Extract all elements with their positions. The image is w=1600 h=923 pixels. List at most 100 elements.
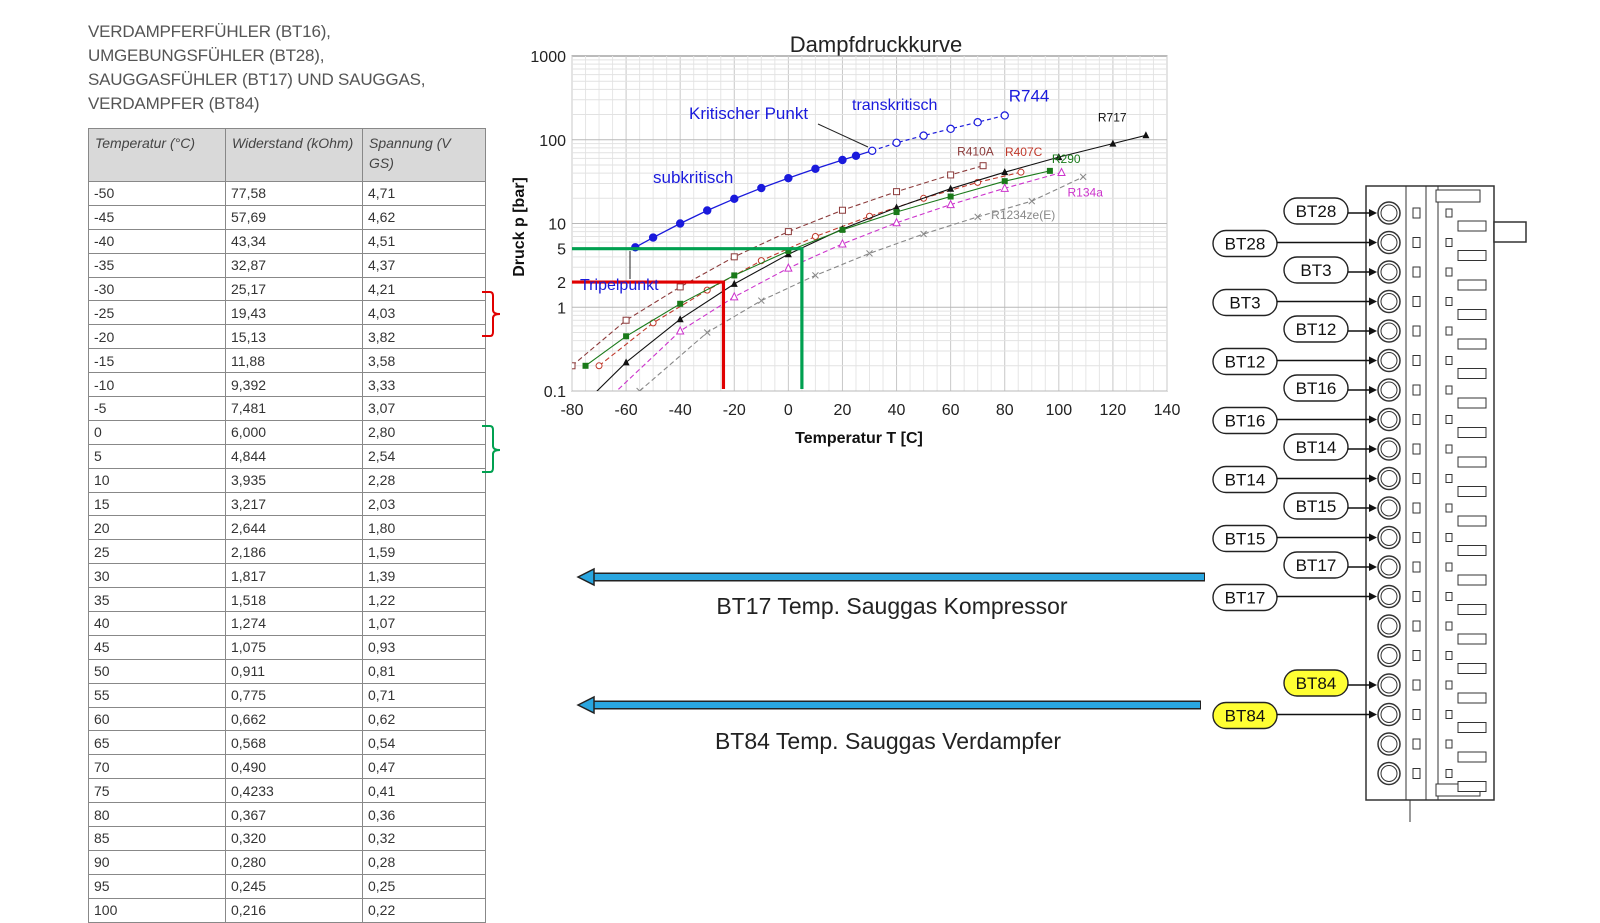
temperature-cell: 45 — [88, 634, 226, 660]
temperature-cell: -40 — [88, 228, 226, 254]
connector-arrow-head — [1369, 327, 1377, 335]
resistance-cell: 57,69 — [225, 204, 363, 230]
data-point — [868, 146, 877, 156]
connector-label-bt28: BT28 — [1283, 197, 1349, 225]
annotation-kritischer-punkt: Kritischer Punkt — [689, 104, 808, 123]
voltage-cell: 1,22 — [362, 587, 486, 613]
connector-label-bt84: BT84 — [1283, 669, 1349, 697]
x-tick-label: 20 — [834, 402, 852, 419]
data-point — [622, 316, 630, 324]
resistance-cell: 1,817 — [225, 563, 363, 589]
temperature-cell: 25 — [88, 539, 226, 565]
terminal-pin — [1457, 722, 1487, 733]
terminal-hole-inner — [1380, 647, 1398, 664]
table-row: 10 3,935 2,28 — [88, 467, 486, 493]
data-point — [595, 362, 603, 370]
terminal-circles — [1377, 201, 1487, 792]
voltage-cell: 0,22 — [362, 897, 486, 923]
terminal-slot — [1445, 208, 1453, 218]
terminal-slot — [1412, 443, 1421, 455]
data-point — [946, 124, 955, 134]
y-tick-label: 100 — [539, 133, 566, 150]
resistance-cell: 0,4233 — [225, 778, 363, 804]
connector-arrow-head — [1369, 386, 1377, 394]
reference-line — [572, 247, 804, 389]
temperature-cell: 40 — [88, 611, 226, 636]
connector-label-bt16: BT16 — [1283, 374, 1349, 402]
terminal-pin — [1457, 574, 1487, 586]
table-row: 70 0,490 0,47 — [88, 754, 486, 780]
temperature-cell: -20 — [88, 324, 226, 350]
connector-arrow-head — [1369, 445, 1377, 453]
terminal-hole-inner — [1380, 765, 1398, 782]
connector-arrow-head — [1369, 415, 1377, 424]
arrow-bt84 — [576, 695, 1201, 715]
voltage-cell: 4,03 — [362, 300, 486, 326]
table-row: 30 1,817 1,39 — [88, 563, 486, 589]
x-tick-label: -20 — [723, 402, 746, 419]
terminal-slot — [1445, 415, 1453, 424]
terminal-hole-inner — [1380, 234, 1398, 251]
terminal-pin — [1457, 545, 1487, 556]
terminal-pin — [1457, 692, 1487, 704]
terminal-slot — [1445, 356, 1453, 365]
data-point — [947, 171, 955, 179]
data-point — [1000, 183, 1010, 192]
resistance-cell: 2,644 — [225, 515, 363, 541]
terminal-pin — [1457, 604, 1487, 615]
y-tick-label: 2 — [557, 275, 566, 292]
temperature-cell: 50 — [88, 658, 226, 684]
table-row: 25 2,186 1,59 — [88, 539, 486, 565]
data-point — [623, 333, 630, 340]
x-tick-label: 40 — [888, 402, 906, 419]
label-text: BT16 — [1225, 412, 1266, 431]
terminal-slot — [1445, 710, 1453, 719]
series-label: R290 — [1052, 152, 1081, 166]
table-row: 40 1,274 1,07 — [88, 611, 486, 636]
terminal-hole-inner — [1380, 322, 1398, 340]
annotation-transkritisch: transkritisch — [852, 97, 937, 114]
resistance-cell: 2,186 — [225, 539, 363, 565]
resistance-cell: 3,935 — [225, 467, 363, 493]
voltage-cell: 4,62 — [362, 204, 486, 230]
resistance-cell: 3,217 — [225, 491, 363, 517]
terminal-pin — [1457, 427, 1487, 438]
series-r134a — [615, 167, 1066, 391]
resistance-cell: 77,58 — [225, 181, 363, 206]
data-point — [730, 279, 738, 287]
voltage-cell: 1,07 — [362, 611, 486, 636]
terminal-pin — [1457, 397, 1487, 409]
diagram-canvas: Dampfdruckkurve -80 -60 -40 -20 0 20 40 60 80 100… — [482, 32, 1527, 822]
label-text: BT17 — [1225, 589, 1266, 608]
x-tick-label: 0 — [784, 402, 793, 419]
connector-tab — [1493, 221, 1527, 243]
terminal-pin — [1457, 368, 1487, 379]
terminal-slot — [1445, 238, 1453, 247]
table-body: -50 77,58 4,71 -45 57,69 4,62 -40 43,34 4,51 -35 3… — [88, 181, 486, 923]
x-tick-label: 100 — [1045, 402, 1072, 419]
connector-arrow-head — [1369, 710, 1377, 719]
table-row: 80 0,367 0,36 — [88, 802, 486, 828]
terminal-slot — [1412, 325, 1421, 337]
terminal-pin — [1457, 751, 1487, 763]
data-point — [892, 138, 901, 147]
voltage-cell: 4,71 — [362, 181, 486, 206]
connector-arrow-head — [1369, 297, 1377, 306]
terminal-slot — [1445, 444, 1453, 454]
series-r290 — [582, 167, 1053, 369]
temperature-cell: 85 — [88, 826, 226, 851]
data-point — [838, 206, 846, 214]
resistance-cell: 0,280 — [225, 849, 363, 875]
terminal-hole-inner — [1380, 263, 1398, 281]
resistance-cell: 4,844 — [225, 443, 363, 469]
voltage-cell: 0,62 — [362, 706, 486, 732]
series-line — [585, 170, 1051, 367]
terminal-slot — [1445, 739, 1453, 749]
resistance-cell: 0,320 — [225, 826, 363, 851]
label-pill — [1212, 406, 1278, 435]
vapor-pressure-chart: Dampfdruckkurve -80 -60 -40 -20 0 20 40 60 80 100… — [511, 32, 1180, 447]
temperature-cell: -25 — [88, 300, 226, 326]
connector-label-bt16: BT16 — [1212, 406, 1278, 435]
terminal-slot — [1445, 769, 1453, 778]
series-labels: R744 R410A R407C R717 R290 R134a R1234ze(E) — [957, 86, 1127, 221]
